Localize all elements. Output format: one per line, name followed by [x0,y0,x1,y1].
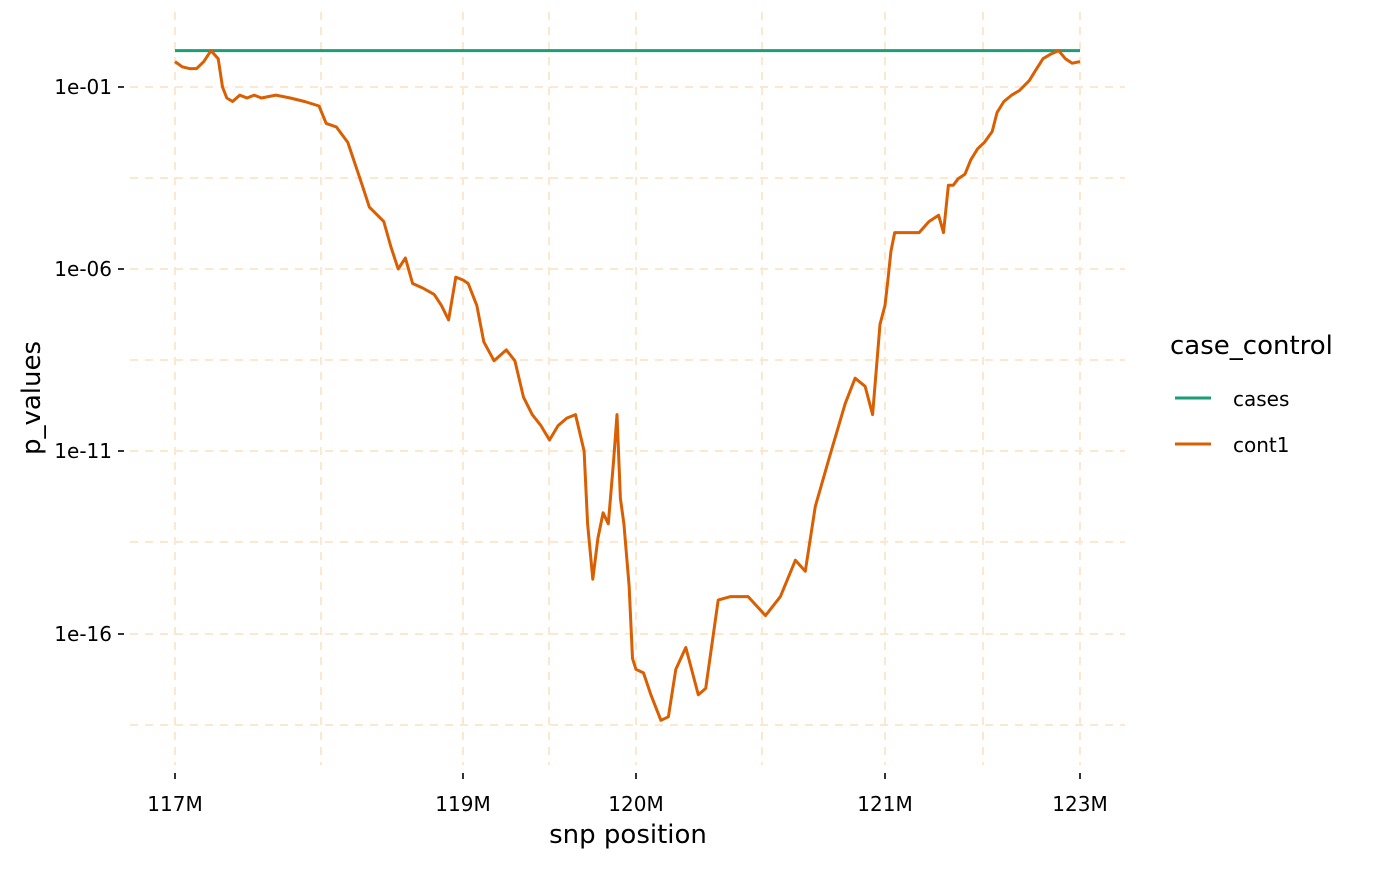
grid [130,12,1125,765]
x-tick-label: 117M [147,792,202,816]
legend-title: case_control [1170,331,1333,361]
legend: case_control cases cont1 [1170,331,1333,457]
axis-ticks: 117M 119M 120M 121M 123M 1e-01 1e-06 1e-11 1e-16 [54,75,1107,816]
x-tick-label: 123M [1052,792,1107,816]
x-tick-label: 121M [857,792,912,816]
y-tick-label: 1e-01 [54,75,112,99]
legend-label-cont1: cont1 [1233,433,1289,457]
y-tick-label: 1e-16 [54,622,112,646]
y-tick-label: 1e-06 [54,257,112,281]
y-axis-label: p_values [17,341,47,455]
series-line-cont1 [174,49,1081,722]
series-lines [174,49,1081,722]
x-tick-label: 120M [608,792,663,816]
legend-label-cases: cases [1233,387,1289,411]
x-axis-label: snp position [549,820,707,850]
y-tick-label: 1e-11 [54,439,112,463]
x-tick-label: 119M [435,792,490,816]
